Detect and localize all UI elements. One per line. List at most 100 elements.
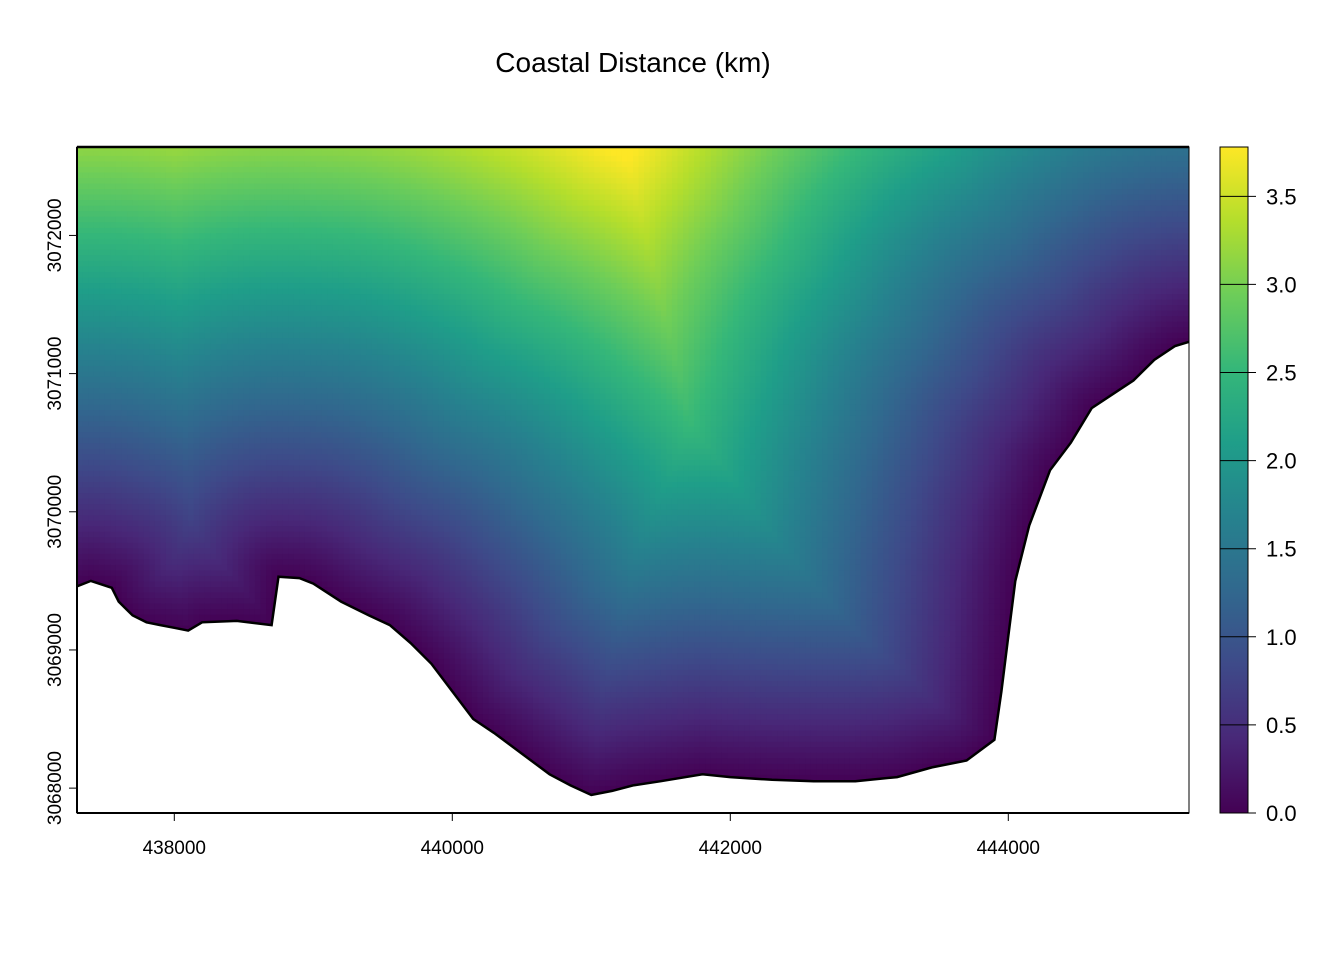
raster-cell bbox=[272, 382, 278, 388]
raster-cell bbox=[155, 398, 161, 404]
raster-cell bbox=[238, 537, 244, 543]
raster-cell bbox=[99, 205, 105, 211]
raster-cell bbox=[94, 332, 100, 338]
raster-cell bbox=[288, 371, 294, 377]
raster-cell bbox=[266, 211, 272, 217]
raster-cell bbox=[160, 305, 166, 311]
raster-cell bbox=[199, 492, 205, 498]
raster-cell bbox=[127, 426, 133, 432]
raster-cell bbox=[299, 299, 305, 305]
raster-cell bbox=[266, 338, 272, 344]
raster-cell bbox=[155, 393, 161, 399]
raster-cell bbox=[166, 398, 172, 404]
raster-cell bbox=[83, 155, 89, 161]
raster-cell bbox=[144, 448, 150, 454]
raster-cell bbox=[272, 150, 278, 156]
raster-cell bbox=[127, 238, 133, 244]
raster-cell bbox=[149, 509, 155, 515]
raster-cell bbox=[144, 426, 150, 432]
raster-cell bbox=[83, 200, 89, 206]
raster-cell bbox=[233, 321, 239, 327]
raster-cell bbox=[144, 432, 150, 438]
raster-cell bbox=[127, 371, 133, 377]
raster-cell bbox=[105, 327, 111, 333]
raster-cell bbox=[133, 282, 139, 288]
raster-cell bbox=[177, 531, 183, 537]
raster-cell bbox=[288, 266, 294, 272]
raster-cell bbox=[210, 277, 216, 283]
raster-cell bbox=[227, 233, 233, 239]
raster-cell bbox=[160, 575, 166, 581]
raster-cell bbox=[116, 410, 122, 416]
raster-cell bbox=[277, 371, 283, 377]
raster-cell bbox=[199, 194, 205, 200]
raster-cell bbox=[155, 338, 161, 344]
raster-cell bbox=[216, 222, 222, 228]
raster-cell bbox=[238, 487, 244, 493]
raster-cell bbox=[160, 299, 166, 305]
raster-cell bbox=[205, 526, 211, 532]
raster-cell bbox=[210, 448, 216, 454]
raster-cell bbox=[160, 277, 166, 283]
raster-cell bbox=[255, 603, 261, 609]
raster-cell bbox=[155, 244, 161, 250]
raster-cell bbox=[222, 376, 228, 382]
raster-cell bbox=[144, 305, 150, 311]
raster-cell bbox=[188, 387, 194, 393]
raster-cell bbox=[210, 432, 216, 438]
raster-cell bbox=[155, 603, 161, 609]
raster-cell bbox=[294, 426, 300, 432]
raster-cell bbox=[227, 432, 233, 438]
raster-cell bbox=[294, 498, 300, 504]
raster-cell bbox=[155, 553, 161, 559]
raster-cell bbox=[222, 293, 228, 299]
raster-cell bbox=[138, 454, 144, 460]
raster-cell bbox=[155, 249, 161, 255]
raster-cell bbox=[116, 194, 122, 200]
raster-cell bbox=[105, 360, 111, 366]
raster-cell bbox=[88, 282, 94, 288]
raster-cell bbox=[277, 271, 283, 277]
raster-cell bbox=[283, 542, 289, 548]
raster-cell bbox=[188, 260, 194, 266]
raster-cell bbox=[260, 548, 266, 554]
raster-cell bbox=[272, 183, 278, 189]
raster-cell bbox=[227, 603, 233, 609]
raster-cell bbox=[166, 581, 172, 587]
raster-cell bbox=[255, 155, 261, 161]
raster-cell bbox=[227, 249, 233, 255]
raster-cell bbox=[144, 498, 150, 504]
raster-cell bbox=[283, 238, 289, 244]
raster-cell bbox=[149, 476, 155, 482]
raster-cell bbox=[105, 216, 111, 222]
raster-cell bbox=[194, 597, 200, 603]
raster-cell bbox=[160, 393, 166, 399]
raster-cell bbox=[283, 332, 289, 338]
raster-cell bbox=[83, 410, 89, 416]
raster-cell bbox=[288, 365, 294, 371]
raster-cell bbox=[249, 559, 255, 565]
raster-cell bbox=[105, 404, 111, 410]
raster-cell bbox=[255, 470, 261, 476]
raster-cell bbox=[155, 465, 161, 471]
raster-cell bbox=[172, 487, 178, 493]
raster-cell bbox=[116, 161, 122, 167]
raster-cell bbox=[227, 200, 233, 206]
raster-cell bbox=[149, 316, 155, 322]
raster-cell bbox=[116, 365, 122, 371]
raster-cell bbox=[172, 338, 178, 344]
raster-cell bbox=[94, 183, 100, 189]
raster-cell bbox=[244, 332, 250, 338]
raster-cell bbox=[272, 161, 278, 167]
raster-cell bbox=[238, 343, 244, 349]
raster-cell bbox=[177, 227, 183, 233]
raster-cell bbox=[266, 188, 272, 194]
raster-cell bbox=[199, 437, 205, 443]
raster-cell bbox=[172, 222, 178, 228]
raster-cell bbox=[149, 188, 155, 194]
raster-cell bbox=[210, 503, 216, 509]
raster-cell bbox=[299, 448, 305, 454]
raster-cell bbox=[144, 614, 150, 620]
raster-cell bbox=[244, 205, 250, 211]
raster-cell bbox=[172, 559, 178, 565]
